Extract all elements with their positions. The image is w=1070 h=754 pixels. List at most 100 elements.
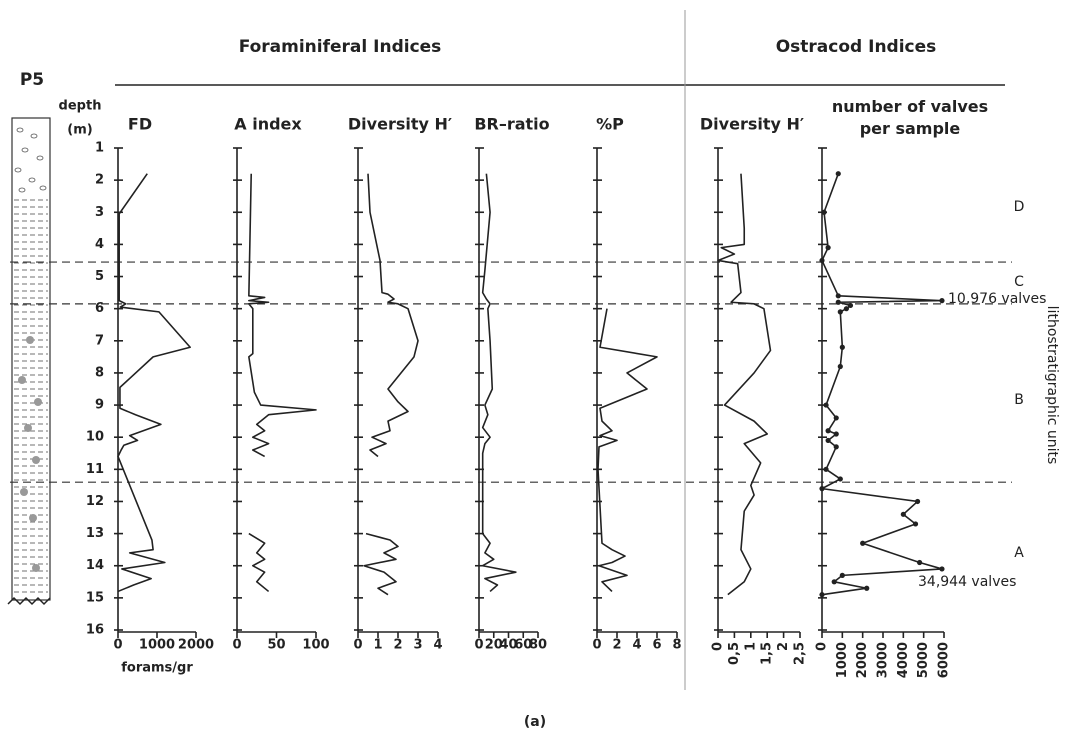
y-tick-label: 15 [86,590,104,605]
annotation: 10,976 valves [948,291,1046,307]
point [847,302,854,309]
panel-title: A index [234,115,302,134]
point [939,298,945,304]
point [835,299,841,305]
x-tick-label: 0 [815,642,830,651]
panel-title: Diversity H′ [700,115,804,134]
x-tick-label: 3000 [876,642,891,678]
profile-line [717,173,772,596]
x-tick-label: 2 [612,638,621,653]
panel-title: number of valves per sample [831,97,989,138]
unit-label: C [1014,274,1024,290]
depth-unit: (m) [67,123,92,138]
x-tick-label: 0 [113,638,122,653]
panel-title: FD [128,115,152,134]
annotation: 34,944 valves [918,574,1016,590]
point [912,521,919,527]
depth-label: depth [59,99,102,114]
point [825,437,831,444]
x-tick-label: 2 [393,638,402,653]
point [839,572,845,578]
x-tick-label: 0 [353,638,362,653]
point [833,444,839,450]
profile-line [597,308,658,593]
point [821,209,827,215]
profile-line [117,173,191,593]
panel-title: %P [596,115,624,134]
x-tick-label: 6000 [937,642,952,678]
point [825,245,831,251]
point [900,511,906,517]
y-tick-label: 6 [95,301,104,316]
lithology-column [7,117,51,606]
y-tick-label: 12 [86,494,104,509]
x-tick-label: 100 [302,638,329,653]
point [819,257,825,264]
x-tick-label: 4 [433,638,442,653]
x-tick-label: 8 [672,638,681,653]
panel-label: P5 [20,70,44,90]
x-tick-label: 0 [474,638,483,653]
caption: (a) [524,714,546,730]
y-tick-label: 11 [86,462,104,477]
point [823,402,829,408]
y-tick-label: 9 [95,398,104,413]
point [819,486,825,492]
point [914,498,921,505]
y-tick-label: 2 [95,173,104,188]
x-tick-label: 1 [373,638,382,653]
point [825,428,831,434]
x-tick-label: 4000 [896,642,911,678]
point [843,306,850,312]
profile-line [248,173,317,593]
x-tick-label: 4 [632,638,641,653]
x-tick-label: 3 [413,638,422,653]
x-tick-label: 2000 [855,642,870,678]
x-tick-label: 80 [529,638,547,653]
profile-line [821,173,943,596]
x-tick-label: 2000 [178,638,214,653]
point [864,585,870,591]
title-box: number of valves per sample [831,97,989,138]
point [835,171,841,177]
x-tick-label: 6 [652,638,661,653]
profile-line [363,173,419,596]
y-tick-label: 7 [95,333,104,348]
y-tick-label: 8 [95,365,104,380]
group-title: Foraminiferal Indices [239,37,442,57]
x-tick-label: 0 [232,638,241,653]
y-tick-label: 4 [95,237,104,252]
profile-line [481,173,517,593]
y-tick-label: 3 [95,205,104,220]
unit-label: A [1014,545,1024,561]
x-tick-label: 60 [514,638,532,653]
panel-title: Diversity H′ [348,115,452,134]
x-tick-label: 1000 [835,642,850,678]
point [819,592,825,598]
x-axis-label: forams/gr [121,661,193,676]
y-tick-label: 16 [86,623,104,638]
y-tick-label: 5 [95,269,104,284]
unit-label: B [1014,392,1024,408]
x-tick-label: 5000 [916,642,931,678]
point [839,344,845,350]
group-title: Ostracod Indices [776,37,937,57]
point [837,476,843,482]
x-tick-label: 20 [485,638,503,653]
point [833,415,839,421]
units-title: lithostratigraphic units [1044,306,1060,465]
x-tick-label: 0,5 [727,642,742,665]
y-tick-label: 13 [86,526,104,541]
x-tick-label: 1,5 [760,642,775,665]
point [835,293,841,299]
x-tick-label: 1 [743,642,758,651]
point [833,431,839,437]
x-tick-label: 0 [711,642,726,651]
y-tick-label: 10 [86,430,104,445]
y-tick-label: 1 [95,141,104,156]
point [823,466,829,472]
y-tick-label: 14 [86,558,104,573]
x-tick-label: 0 [592,638,601,653]
x-tick-label: 40 [499,638,517,653]
